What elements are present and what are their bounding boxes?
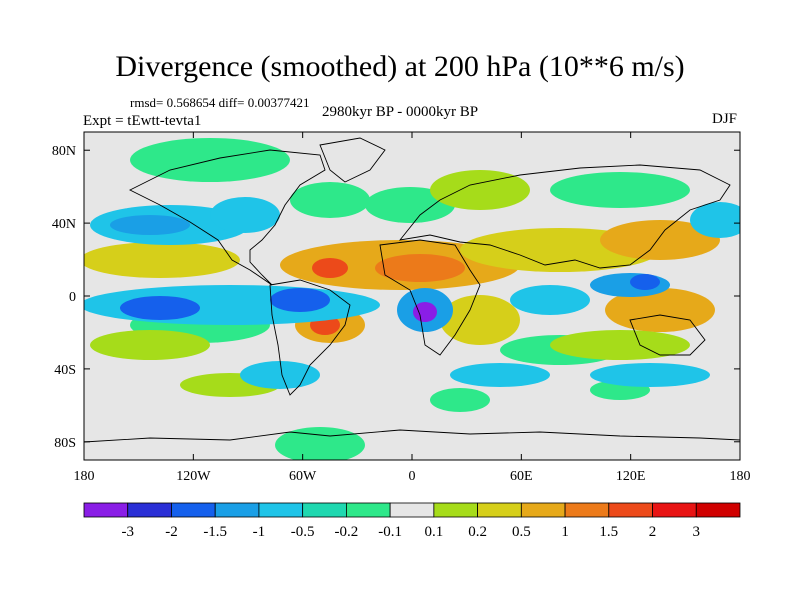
colorbar-swatch [345,502,391,518]
coast-north-america [128,149,326,286]
experiment-label: Expt = tEwtt-tevta1 [83,113,202,129]
negative-bands [84,197,740,389]
coast-europe-asia [398,164,731,269]
colorbar-label: 3 [693,524,701,540]
stats-line: rmsd= 0.568654 diff= 0.00377421 [130,95,310,110]
x-tick-label: 180 [74,469,95,484]
x-tick-label: 60W [289,469,317,484]
colorbar-label: -2 [165,524,178,540]
season-label: DJF [712,111,738,127]
colorbar-swatch [83,502,129,518]
colorbar-label: -1 [253,524,266,540]
colorbar-swatch [695,502,741,518]
colorbar-label: -0.1 [378,524,402,540]
y-tick-label: 40N [52,217,76,232]
colorbar-swatch [477,502,522,518]
colorbar-label: 0.2 [468,524,487,540]
x-tick-label: 180 [730,469,751,484]
colorbar-swatch [608,502,653,518]
y-tick-label: 40S [54,363,76,378]
y-tick-label: 0 [69,290,76,305]
colorbar-swatch [214,502,260,518]
colorbar-swatch [652,502,697,518]
coastlines [84,137,740,443]
colorbar-swatch [389,502,435,518]
colorbar-label: 2 [649,524,657,540]
coast-south-america [269,279,351,396]
colorbar-label: 1.5 [599,524,618,540]
x-tick-label: 0 [409,469,416,484]
x-tick-label: 120W [176,469,211,484]
x-tick-label: 120E [616,469,646,484]
colorbar-swatch [433,502,479,518]
field-layer [84,132,740,460]
colorbar-label: -0.2 [335,524,359,540]
y-tick-label: 80S [54,436,76,451]
colorbar-label: 0.5 [512,524,531,540]
colorbar: -3 -2 -1.5 -1 -0.5 -0.2 -0.1 0.1 0.2 0.5 1 1.5 2 3 [83,502,741,540]
coast-greenland [319,137,386,183]
x-axis: 180 120W 60W 0 60E 120E 180 [74,132,751,484]
y-tick-label: 80N [52,144,76,159]
coast-australia [629,314,706,356]
period-label: 2980kyr BP - 0000kyr BP [322,104,479,120]
x-tick-label: 60E [510,469,533,484]
colorbar-label: 0.1 [424,524,443,540]
colorbar-swatch [127,502,172,518]
colorbar-swatch [302,502,347,518]
colorbar-label: -0.5 [291,524,315,540]
plot-title: Divergence (smoothed) at 200 hPa (10**6 … [115,50,685,83]
colorbar-label: 1 [561,524,569,540]
coast-africa [379,239,481,356]
y-axis: 80N 40N 0 40S 80S [52,144,740,451]
colorbar-label: -3 [121,524,134,540]
coast-antarctica [84,429,740,443]
colorbar-label: -1.5 [203,524,227,540]
colorbar-swatch [171,502,216,518]
colorbar-swatch [258,502,304,518]
colorbar-swatch [564,502,610,518]
colorbar-swatch [520,502,566,518]
